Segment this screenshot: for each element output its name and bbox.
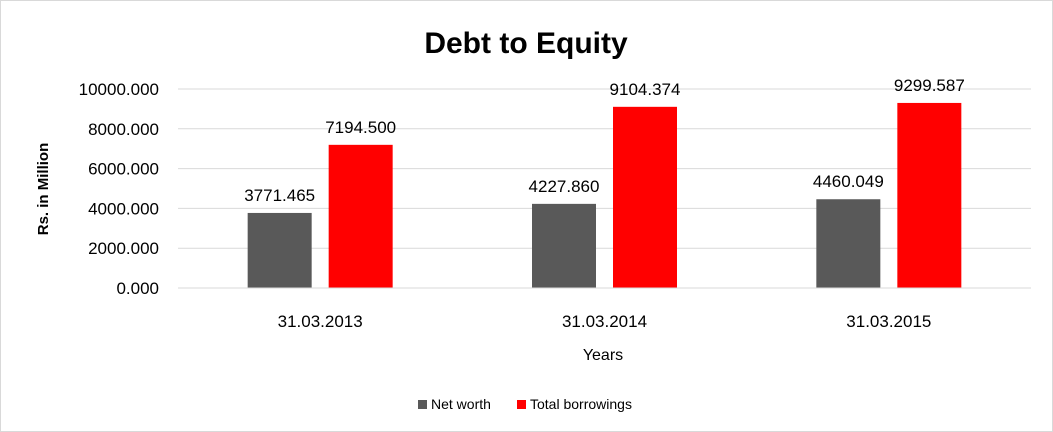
y-tick-label: 4000.000 <box>88 199 159 218</box>
chart-title: Debt to Equity <box>424 27 628 60</box>
bar <box>247 212 312 288</box>
legend-swatch <box>418 400 427 409</box>
legend-swatch <box>517 400 526 409</box>
bar <box>613 106 677 288</box>
x-tick-label: 31.03.2014 <box>562 312 647 331</box>
bar <box>897 102 962 288</box>
x-tick-label: 31.03.2013 <box>278 312 363 331</box>
legend-entry: Total borrowings <box>530 396 632 412</box>
data-label: 9299.587 <box>894 76 965 95</box>
y-tick-label: 8000.000 <box>88 120 159 139</box>
bar <box>816 199 881 288</box>
data-label: 9104.374 <box>610 80 681 99</box>
x-axis-ticks: 31.03.2013 31.03.2014 31.03.2015 <box>278 312 932 331</box>
y-tick-label: 10000.000 <box>79 80 159 99</box>
legend-entry: Net worth <box>431 396 491 412</box>
data-label: 3771.465 <box>244 186 315 205</box>
legend: Net worth Total borrowings <box>418 396 632 412</box>
y-axis-label: Rs. in Million <box>35 143 52 236</box>
y-tick-label: 2000.000 <box>88 239 159 258</box>
bar <box>328 144 393 288</box>
data-labels: 3771.465 7194.500 4227.860 9104.374 4460.049… <box>244 76 965 205</box>
x-axis-label: Years <box>583 347 623 364</box>
bars <box>247 102 962 288</box>
y-axis-ticks: 0.000 2000.000 4000.000 6000.000 8000.000 100… <box>79 80 159 298</box>
bar <box>532 203 596 288</box>
data-label: 7194.500 <box>325 118 396 137</box>
y-tick-label: 6000.000 <box>88 160 159 179</box>
data-label: 4460.049 <box>813 172 884 191</box>
x-tick-label: 31.03.2015 <box>846 312 931 331</box>
y-tick-label: 0.000 <box>116 279 159 298</box>
data-label: 4227.860 <box>529 177 600 196</box>
gridlines <box>178 88 1031 249</box>
